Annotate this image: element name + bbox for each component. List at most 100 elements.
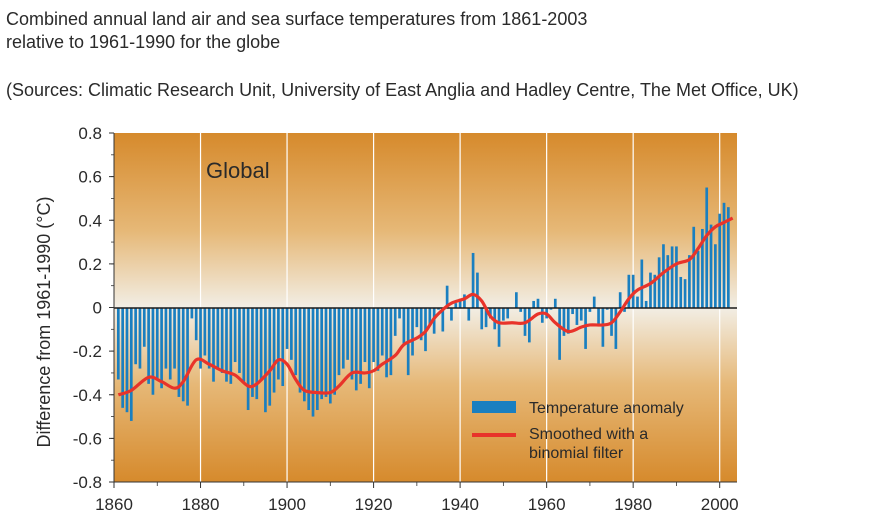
- anomaly-bar-1989: [670, 246, 674, 308]
- anomaly-bar-1892: [251, 307, 254, 397]
- anomaly-bar-1890: [242, 307, 246, 382]
- anomaly-bar-1970: [588, 307, 592, 312]
- anomaly-bar-1992: [683, 279, 687, 308]
- anomaly-bar-1897: [272, 307, 276, 393]
- anomaly-bar-1921: [376, 307, 380, 371]
- anomaly-bar-1927: [402, 307, 406, 345]
- anomaly-bar-1864: [129, 307, 133, 421]
- anomaly-bar-1995: [696, 250, 700, 308]
- anomaly-bar-1869: [151, 307, 155, 395]
- anomaly-bar-1901: [290, 307, 293, 360]
- anomaly-bar-1920: [372, 307, 375, 363]
- anomaly-bar-1872: [164, 307, 168, 369]
- anomaly-bar-1878: [190, 307, 194, 319]
- anomaly-bar-1948: [493, 307, 497, 330]
- x-tick-label: 2000: [701, 495, 739, 514]
- anomaly-bar-1863: [125, 307, 129, 413]
- anomaly-bar-1988: [666, 255, 670, 308]
- anomaly-bar-1958: [536, 298, 540, 308]
- x-tick-label: 1880: [182, 495, 220, 514]
- anomaly-bar-1923: [385, 307, 388, 378]
- anomaly-bar-1895: [264, 307, 267, 413]
- x-tick-label: 1980: [614, 495, 652, 514]
- anomaly-bar-1997: [705, 187, 709, 308]
- y-tick-label: 0.8: [78, 124, 102, 143]
- anomaly-bar-1862: [121, 307, 124, 408]
- anomaly-bar-1979: [627, 274, 631, 308]
- anomaly-bar-1868: [147, 307, 150, 384]
- anomaly-bar-1877: [186, 307, 189, 406]
- anomaly-bar-1980: [631, 274, 635, 308]
- anomaly-bar-1936: [441, 307, 445, 332]
- anomaly-bar-1912: [337, 307, 341, 376]
- anomaly-bar-1965: [566, 307, 570, 334]
- anomaly-bar-1959: [540, 307, 544, 323]
- anomaly-bar-1944: [476, 272, 479, 308]
- anomaly-bar-1966: [571, 307, 574, 315]
- anomaly-bar-1908: [320, 307, 324, 400]
- anomaly-bar-1947: [489, 307, 492, 319]
- anomaly-bar-1931: [419, 307, 423, 341]
- anomaly-bar-1984: [649, 272, 652, 308]
- y-tick-label: 0.6: [78, 168, 102, 187]
- y-tick-label: 0: [93, 299, 102, 318]
- anomaly-bar-1986: [657, 257, 661, 308]
- anomaly-bar-1874: [173, 307, 176, 369]
- anomaly-bar-1971: [592, 296, 596, 308]
- anomaly-bar-1875: [177, 307, 181, 397]
- anomaly-bar-1942: [467, 307, 471, 321]
- x-tick-label: 1960: [528, 495, 566, 514]
- anomaly-bar-1950: [502, 307, 505, 321]
- y-tick-label: 0.4: [78, 211, 102, 230]
- anomaly-bar-1987: [662, 244, 665, 308]
- anomaly-bar-1882: [207, 307, 211, 369]
- anomaly-bar-1902: [294, 307, 298, 376]
- anomaly-bar-1929: [411, 307, 414, 356]
- anomaly-bar-1982: [640, 259, 644, 308]
- anomaly-bar-1956: [527, 307, 531, 343]
- legend-label-smoothed-line1: Smoothed with a: [529, 426, 648, 443]
- anomaly-bar-1981: [636, 296, 639, 308]
- anomaly-bar-1907: [315, 307, 319, 411]
- anomaly-bar-1957: [532, 300, 536, 308]
- anomaly-bar-1953: [515, 292, 518, 308]
- anomaly-bar-1867: [142, 307, 146, 347]
- anomaly-bar-1968: [579, 307, 583, 321]
- anomaly-bar-1900: [285, 307, 289, 349]
- anomaly-bar-1889: [238, 307, 241, 373]
- anomaly-bar-1904: [303, 307, 306, 402]
- anomaly-bar-1977: [618, 292, 622, 308]
- anomaly-bar-1865: [134, 307, 137, 365]
- anomaly-bar-1949: [497, 307, 501, 347]
- anomaly-bar-1937: [445, 285, 449, 308]
- y-tick-label: -0.2: [73, 342, 102, 361]
- anomaly-bar-1983: [644, 300, 648, 308]
- anomaly-bar-1996: [701, 228, 704, 308]
- anomaly-bar-1870: [155, 307, 159, 380]
- anomaly-bar-1909: [324, 307, 328, 397]
- anomaly-bar-1976: [614, 307, 618, 349]
- anomaly-bar-1926: [398, 307, 401, 319]
- anomaly-bar-1951: [506, 307, 510, 319]
- title-line-2: relative to 1961-1990 for the globe: [6, 32, 281, 52]
- x-tick-label: 1860: [95, 495, 133, 514]
- anomaly-bar-1866: [138, 307, 142, 369]
- anomaly-bar-1898: [277, 307, 280, 380]
- anomaly-bar-1881: [203, 307, 207, 356]
- anomaly-bar-1891: [246, 307, 250, 411]
- anomaly-bar-1925: [393, 307, 397, 336]
- anomaly-bar-1899: [281, 307, 285, 387]
- anomaly-bar-1910: [328, 307, 332, 404]
- anomaly-bar-2002: [727, 207, 730, 308]
- anomaly-bar-1884: [216, 307, 220, 369]
- anomaly-bar-1914: [346, 307, 349, 360]
- anomaly-bar-1978: [623, 307, 626, 312]
- y-axis-label: Difference from 1961-1990 (°C): [34, 197, 54, 448]
- chart-title: Combined annual land air and sea surface…: [6, 8, 587, 54]
- anomaly-bar-1883: [212, 307, 215, 382]
- y-tick-label: 0.2: [78, 255, 102, 274]
- anomaly-bar-1894: [259, 307, 263, 380]
- anomaly-bar-1919: [367, 307, 371, 389]
- anomaly-bar-1941: [463, 294, 466, 308]
